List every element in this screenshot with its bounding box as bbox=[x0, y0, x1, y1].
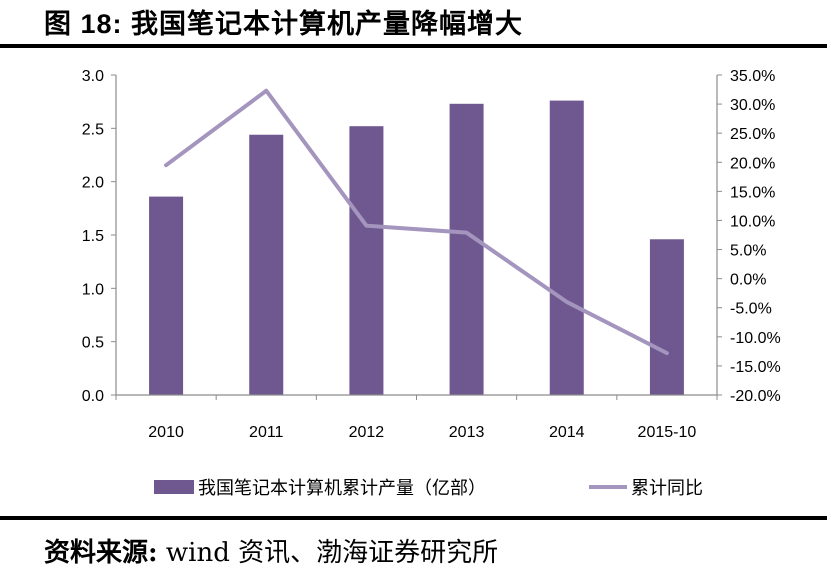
source-label: 资料来源: bbox=[44, 538, 158, 568]
left-tick-label: 0.0 bbox=[82, 388, 104, 405]
legend-bar-swatch bbox=[154, 480, 194, 494]
legend-bar-label: 我国笔记本计算机累计产量（亿部） bbox=[198, 474, 486, 500]
right-tick-label: 0.0% bbox=[730, 272, 766, 289]
x-tick-label: 2015-10 bbox=[638, 424, 697, 441]
left-tick-label: 0.5 bbox=[82, 335, 104, 352]
bar-2014 bbox=[550, 101, 584, 395]
left-tick-label: 2.5 bbox=[82, 121, 104, 138]
right-tick-label: -15.0% bbox=[730, 359, 781, 376]
right-tick-label: 20.0% bbox=[730, 155, 775, 172]
right-tick-label: 35.0% bbox=[730, 68, 775, 85]
right-tick-label: 25.0% bbox=[730, 126, 775, 143]
legend-line-label: 累计同比 bbox=[631, 474, 703, 500]
source-note: 资料来源: wind 资讯、渤海证券研究所 bbox=[44, 532, 498, 569]
bar-2013 bbox=[450, 104, 484, 395]
bottom-divider bbox=[0, 516, 827, 520]
right-tick-label: -5.0% bbox=[730, 301, 772, 318]
growth-line bbox=[166, 91, 667, 353]
legend-item-line: 累计同比 bbox=[589, 474, 703, 500]
source-text: wind 资讯、渤海证券研究所 bbox=[166, 538, 498, 568]
legend-line-swatch bbox=[589, 485, 627, 489]
bar-2015-10 bbox=[650, 239, 684, 395]
x-tick-label: 2010 bbox=[148, 424, 184, 441]
right-tick-label: -20.0% bbox=[730, 388, 781, 405]
left-tick-label: 3.0 bbox=[82, 68, 104, 85]
chart: 0.0 0.5 1.0 1.5 2.0 2.5 3.0 -20.0% -15.0% -10.0% -… bbox=[0, 0, 827, 468]
right-tick-label: 15.0% bbox=[730, 184, 775, 201]
right-tick-label: 5.0% bbox=[730, 243, 766, 260]
left-tick-label: 2.0 bbox=[82, 175, 104, 192]
x-tick-label: 2014 bbox=[549, 424, 585, 441]
right-tick-label: 10.0% bbox=[730, 213, 775, 230]
x-tick-label: 2013 bbox=[449, 424, 485, 441]
x-tick-label: 2011 bbox=[249, 424, 284, 441]
bar-2010 bbox=[149, 197, 183, 395]
bar-2011 bbox=[249, 135, 283, 395]
right-tick-label: -10.0% bbox=[730, 330, 781, 347]
bar-2012 bbox=[349, 126, 383, 395]
legend-item-bar: 我国笔记本计算机累计产量（亿部） bbox=[154, 474, 486, 500]
left-tick-label: 1.5 bbox=[82, 228, 104, 245]
x-tick-label: 2012 bbox=[349, 424, 385, 441]
right-tick-label: 30.0% bbox=[730, 97, 775, 114]
left-tick-label: 1.0 bbox=[82, 281, 104, 298]
